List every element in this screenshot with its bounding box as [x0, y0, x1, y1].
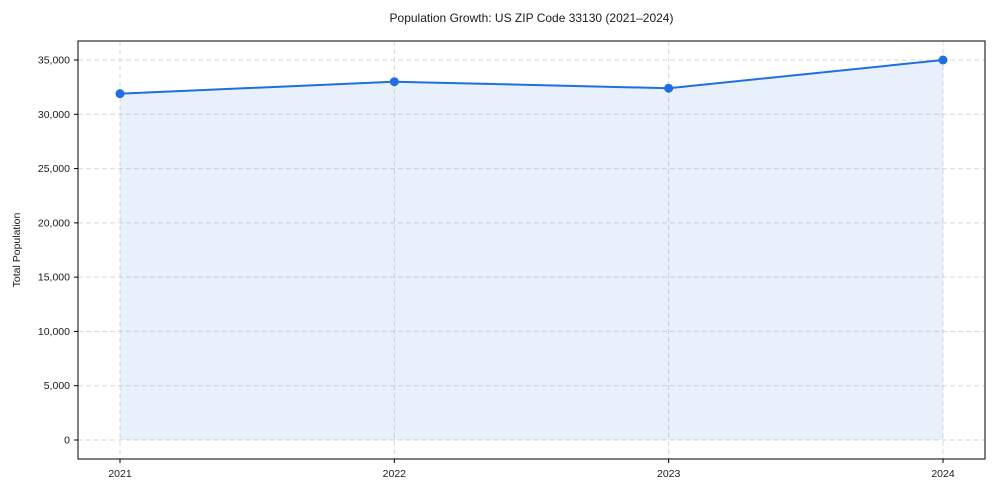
y-tick-label: 35,000	[38, 55, 70, 67]
data-point-marker	[389, 77, 399, 87]
y-tick-label: 30,000	[38, 109, 70, 121]
chart-title: Population Growth: US ZIP Code 33130 (20…	[389, 11, 674, 25]
y-tick-label: 5,000	[44, 380, 70, 392]
x-tick-label: 2021	[108, 468, 132, 480]
data-point-marker	[938, 55, 948, 65]
x-tick-label: 2022	[383, 468, 407, 480]
y-tick-label: 15,000	[38, 272, 70, 284]
area-fill	[120, 60, 943, 440]
x-tick-label: 2023	[657, 468, 681, 480]
y-tick-label: 20,000	[38, 217, 70, 229]
y-tick-label: 10,000	[38, 326, 70, 338]
data-point-marker	[664, 83, 674, 93]
data-point-marker	[115, 89, 125, 99]
trend-line	[119, 59, 944, 95]
x-tick-label: 2024	[931, 468, 955, 480]
y-tick-label: 25,000	[38, 163, 70, 175]
plot-border	[77, 40, 986, 460]
y-tick-label: 0	[64, 435, 70, 447]
